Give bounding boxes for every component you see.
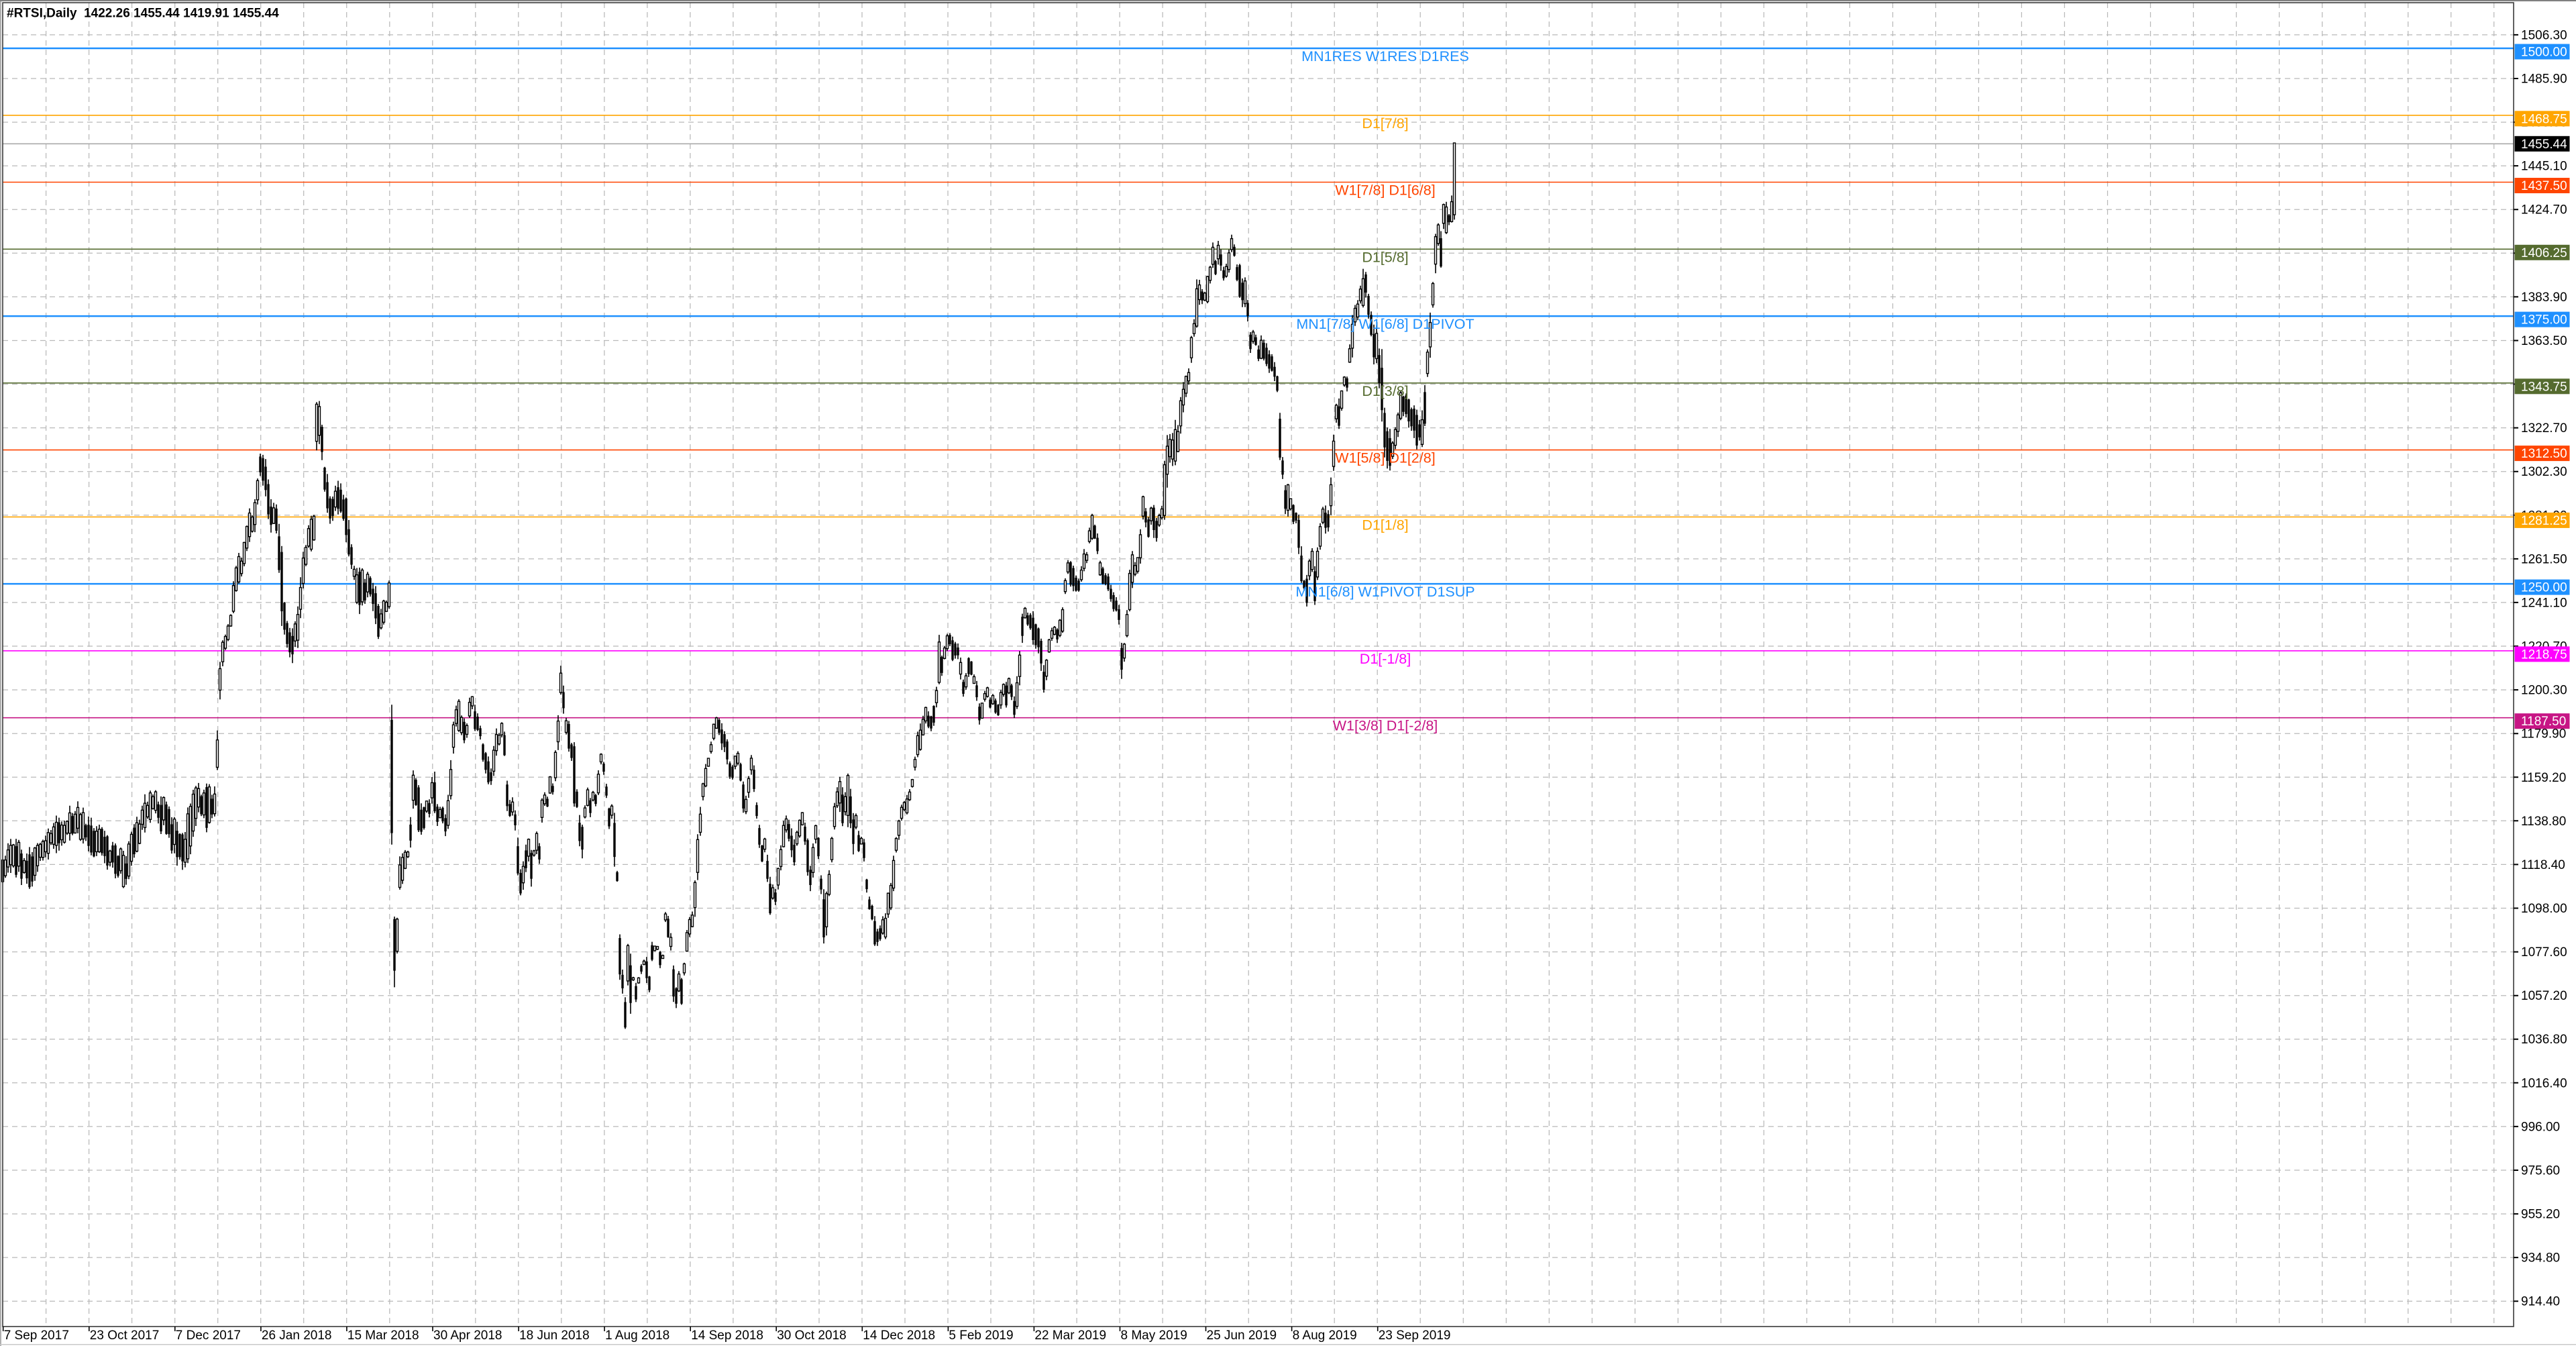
svg-text:1098.00: 1098.00 [2521,902,2567,916]
svg-text:15 Mar 2018: 15 Mar 2018 [347,1329,419,1343]
svg-text:1218.75: 1218.75 [2521,648,2567,662]
svg-text:1187.50: 1187.50 [2521,715,2566,729]
svg-text:D1[3/8]: D1[3/8] [1362,383,1408,399]
svg-text:1506.30: 1506.30 [2521,28,2567,42]
svg-text:955.20: 955.20 [2521,1208,2560,1222]
svg-text:1302.30: 1302.30 [2521,465,2567,479]
svg-text:1424.70: 1424.70 [2521,203,2567,217]
svg-text:8 May 2019: 8 May 2019 [1121,1329,1187,1343]
svg-text:14 Dec 2018: 14 Dec 2018 [863,1329,935,1343]
svg-text:W1[5/8] D1[2/8]: W1[5/8] D1[2/8] [1335,450,1435,466]
svg-text:1445.10: 1445.10 [2521,160,2567,174]
svg-text:7 Sep 2017: 7 Sep 2017 [4,1329,69,1343]
svg-text:1261.50: 1261.50 [2521,552,2567,566]
svg-text:1 Aug 2018: 1 Aug 2018 [605,1329,669,1343]
svg-text:D1[5/8]: D1[5/8] [1362,249,1408,265]
svg-text:1500.00: 1500.00 [2521,46,2567,60]
svg-text:1036.80: 1036.80 [2521,1033,2567,1047]
svg-text:8 Aug 2019: 8 Aug 2019 [1293,1329,1357,1343]
svg-text:30 Apr 2018: 30 Apr 2018 [433,1329,502,1343]
svg-text:1363.50: 1363.50 [2521,334,2567,348]
svg-text:1437.50: 1437.50 [2521,179,2567,193]
svg-text:1455.44: 1455.44 [2521,138,2567,152]
svg-text:22 Mar 2019: 22 Mar 2019 [1034,1329,1106,1343]
svg-text:1179.90: 1179.90 [2521,727,2566,741]
svg-text:1468.75: 1468.75 [2521,112,2567,126]
svg-text:30 Oct 2018: 30 Oct 2018 [777,1329,847,1343]
svg-text:1241.10: 1241.10 [2521,596,2567,610]
svg-text:1057.20: 1057.20 [2521,989,2567,1003]
svg-text:25 Jun 2019: 25 Jun 2019 [1207,1329,1277,1343]
svg-text:23 Sep 2019: 23 Sep 2019 [1379,1329,1451,1343]
svg-text:1159.20: 1159.20 [2521,771,2566,785]
svg-text:1138.80: 1138.80 [2521,815,2566,829]
svg-text:1322.70: 1322.70 [2521,421,2567,435]
svg-text:18 Jun 2018: 18 Jun 2018 [519,1329,590,1343]
svg-text:26 Jan 2018: 26 Jan 2018 [262,1329,332,1343]
svg-text:7 Dec 2017: 7 Dec 2017 [176,1329,241,1343]
svg-text:975.60: 975.60 [2521,1164,2560,1178]
svg-text:D1[-1/8]: D1[-1/8] [1360,651,1411,667]
svg-text:23 Oct 2017: 23 Oct 2017 [90,1329,160,1343]
svg-text:MN1[7/8] W1[6/8] D1PIVOT: MN1[7/8] W1[6/8] D1PIVOT [1296,316,1474,332]
svg-text:996.00: 996.00 [2521,1120,2560,1134]
svg-text:#RTSI,Daily 1422.26 1455.44 1: #RTSI,Daily 1422.26 1455.44 1419.91 1455… [7,7,279,21]
svg-text:14 Sep 2018: 14 Sep 2018 [691,1329,763,1343]
svg-text:1281.25: 1281.25 [2521,514,2567,528]
svg-text:D1[1/8]: D1[1/8] [1362,517,1408,533]
svg-text:1343.75: 1343.75 [2521,380,2567,394]
svg-text:1383.90: 1383.90 [2521,291,2567,305]
svg-text:1312.50: 1312.50 [2521,447,2567,461]
svg-text:1485.90: 1485.90 [2521,72,2567,87]
svg-text:1016.40: 1016.40 [2521,1076,2567,1090]
svg-text:1250.00: 1250.00 [2521,581,2567,595]
svg-text:D1[7/8]: D1[7/8] [1362,115,1408,132]
svg-text:914.40: 914.40 [2521,1295,2560,1309]
svg-text:W1[3/8] D1[-2/8]: W1[3/8] D1[-2/8] [1333,718,1438,734]
svg-text:5 Feb 2019: 5 Feb 2019 [949,1329,1013,1343]
svg-text:1200.30: 1200.30 [2521,684,2567,698]
svg-text:934.80: 934.80 [2521,1251,2560,1265]
svg-text:MN1RES W1RES D1RES: MN1RES W1RES D1RES [1301,48,1469,64]
svg-text:1375.00: 1375.00 [2521,313,2567,327]
svg-text:1118.40: 1118.40 [2521,858,2565,872]
svg-text:1077.60: 1077.60 [2521,945,2567,960]
svg-text:MN1[6/8] W1PIVOT D1SUP: MN1[6/8] W1PIVOT D1SUP [1295,584,1474,600]
svg-text:1406.25: 1406.25 [2521,246,2567,260]
svg-text:W1[7/8] D1[6/8]: W1[7/8] D1[6/8] [1335,183,1435,199]
